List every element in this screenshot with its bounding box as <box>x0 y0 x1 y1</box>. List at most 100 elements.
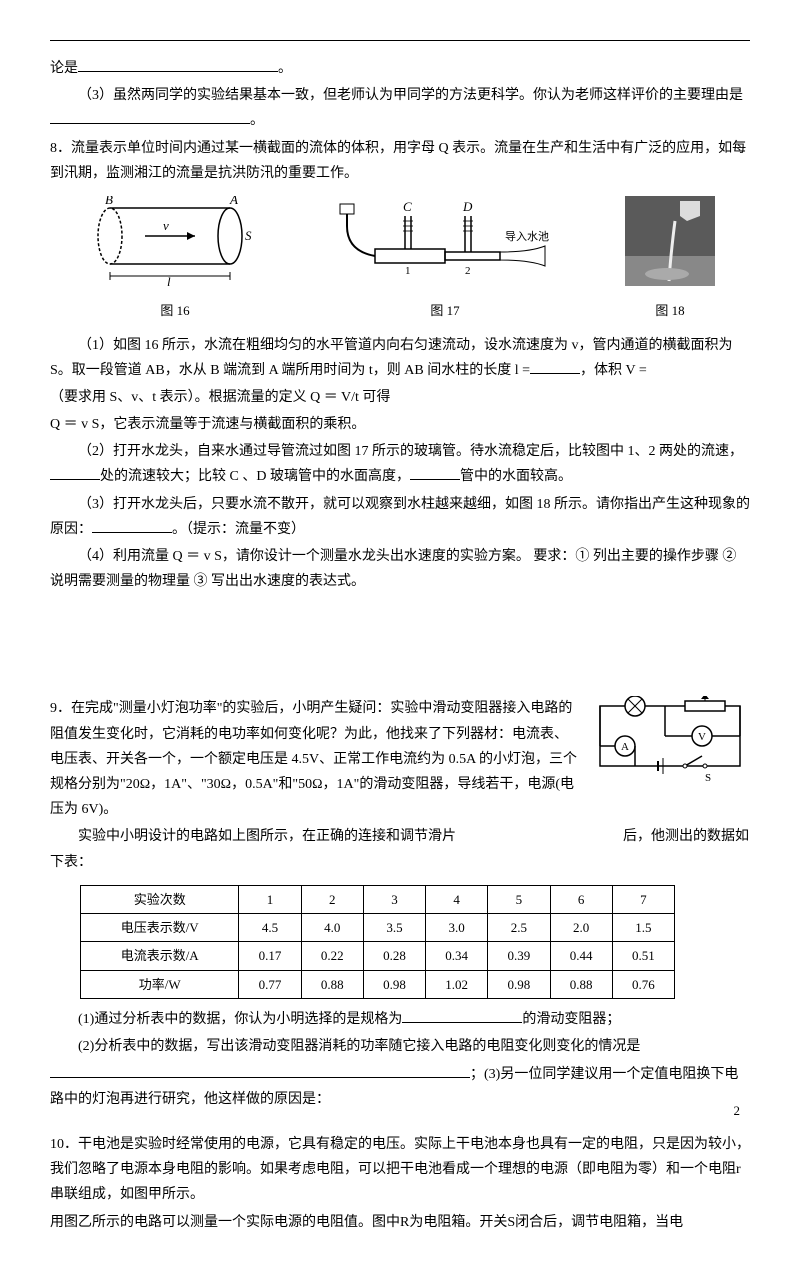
q7-period1: 。 <box>278 61 292 76</box>
ta-5: 0.39 <box>488 942 550 970</box>
cyl-label-l: l <box>167 274 171 286</box>
fig18-caption: 图 18 <box>625 299 715 322</box>
cylinder-diagram: B A S v l <box>85 196 265 286</box>
table-row-v: 电压表示数/V 4.5 4.0 3.5 3.0 2.5 2.0 1.5 <box>81 914 675 942</box>
tp-2: 0.88 <box>301 970 363 998</box>
page-number: 2 <box>734 1099 741 1122</box>
q9-item2-blank-wrap: ；(3)另一位同学建议用一个定值电阻换下电路中的灯泡再进行研究，他这样做的原因是… <box>50 1062 750 1112</box>
q8-blank3 <box>410 466 460 480</box>
q7-blank1 <box>78 58 278 72</box>
q9-blank1 <box>402 1009 522 1023</box>
q8-item2-a: （2）打开水龙头，自来水通过导管流过如图 17 所示的玻璃管。待水流稳定后，比较… <box>78 444 743 459</box>
tp-1: 0.77 <box>239 970 301 998</box>
tube-label-1: 1 <box>405 265 411 277</box>
ta-3: 0.28 <box>363 942 425 970</box>
q9-item2: (2)分析表中的数据，写出该滑动变阻器消耗的功率随它接入电路的电阻变化则变化的情… <box>50 1034 750 1059</box>
q10-para2: 用图乙所示的电路可以测量一个实际电源的电阻值。图中R为电阻箱。开关S闭合后，调节… <box>50 1210 750 1235</box>
circuit-diagram: L V A S <box>590 696 750 786</box>
th-2: 2 <box>301 885 363 913</box>
q8-item3: （3）打开水龙头后，只要水流不散开，就可以观察到水柱越来越细，如图 18 所示。… <box>50 492 750 542</box>
tube-diagram: C D 1 2 导入水池 <box>335 196 555 286</box>
tube-label-D: D <box>462 199 473 214</box>
q8-item1-c: （要求用 S、v、t 表示）。根据流量的定义 Q ＝ V/t 可得 <box>50 390 390 405</box>
tv-6: 2.0 <box>550 914 612 942</box>
circ-L: L <box>632 696 639 699</box>
circ-V: V <box>698 731 706 743</box>
tp-label: 功率/W <box>81 970 239 998</box>
cyl-label-A: A <box>229 196 238 207</box>
tube-label-pool: 导入水池 <box>505 230 549 243</box>
q8-item4: （4）利用流量 Q ＝ v S，请你设计一个测量水龙头出水速度的实验方案。 要求… <box>50 544 750 594</box>
fig18-block: 图 18 <box>625 196 715 323</box>
tp-6: 0.88 <box>550 970 612 998</box>
q8-item2: （2）打开水龙头，自来水通过导管流过如图 17 所示的玻璃管。待水流稳定后，比较… <box>50 439 750 489</box>
page-top-rule <box>50 40 750 41</box>
table-row-p: 功率/W 0.77 0.88 0.98 1.02 0.98 0.88 0.76 <box>81 970 675 998</box>
tube-label-C: C <box>403 199 412 214</box>
q8-item1c-line: （要求用 S、v、t 表示）。根据流量的定义 Q ＝ V/t 可得 <box>50 385 750 410</box>
q9-item1-a: (1)通过分析表中的数据，你认为小明选择的是规格为 <box>78 1012 402 1027</box>
q7-item3: （3）虽然两同学的实验结果基本一致，但老师认为甲同学的方法更科学。你认为老师这样… <box>50 83 750 133</box>
q9-para2: 实验中小明设计的电路如上图所示，在正确的连接和调节滑片 后，他测出的数据如下表： <box>50 824 750 874</box>
circ-S: S <box>705 772 711 784</box>
q9-para2-a: 实验中小明设计的电路如上图所示，在正确的连接和调节滑片 <box>78 829 456 844</box>
cyl-label-B: B <box>105 196 113 207</box>
q9-item1: (1)通过分析表中的数据，你认为小明选择的是规格为 的滑动变阻器； <box>50 1007 750 1032</box>
ta-6: 0.44 <box>550 942 612 970</box>
th-1: 1 <box>239 885 301 913</box>
table-header-row: 实验次数 1 2 3 4 5 6 7 <box>81 885 675 913</box>
q7-line1: 论是 。 <box>50 56 750 81</box>
cyl-label-S: S <box>245 228 252 243</box>
fig17-caption: 图 17 <box>335 299 555 322</box>
th-7: 7 <box>612 885 674 913</box>
ta-4: 0.34 <box>426 942 488 970</box>
ta-label: 电流表示数/A <box>81 942 239 970</box>
tap-photo <box>625 196 715 286</box>
q8-blank1 <box>530 360 580 374</box>
fig17-block: C D 1 2 导入水池 图 17 <box>335 196 555 323</box>
q8-blank2 <box>50 466 100 480</box>
th-4: 4 <box>426 885 488 913</box>
ta-7: 0.51 <box>612 942 674 970</box>
tp-5: 0.98 <box>488 970 550 998</box>
q9-blank2 <box>50 1064 470 1078</box>
tv-1: 4.5 <box>239 914 301 942</box>
tv-7: 1.5 <box>612 914 674 942</box>
fig16-caption: 图 16 <box>85 299 265 322</box>
tv-label: 电压表示数/V <box>81 914 239 942</box>
q8-figures-row: B A S v l 图 16 C <box>50 196 750 323</box>
q8-answer-space <box>50 596 750 696</box>
th-0: 实验次数 <box>81 885 239 913</box>
q9-bottom-space <box>50 1112 750 1132</box>
tv-5: 2.5 <box>488 914 550 942</box>
q7-item3-text: （3）虽然两同学的实验结果基本一致，但老师认为甲同学的方法更科学。你认为老师这样… <box>78 88 743 103</box>
q8-item1d-line: Q ＝ v S，它表示流量等于流速与横截面积的乘积。 <box>50 412 750 437</box>
circuit-wrap: L V A S <box>590 696 750 786</box>
q7-line1-text: 论是 <box>50 61 78 76</box>
q7-blank2 <box>50 110 250 124</box>
q8-intro: 8．流量表示单位时间内通过某一横截面的流体的体积，用字母 Q 表示。流量在生产和… <box>50 136 750 186</box>
tp-3: 0.98 <box>363 970 425 998</box>
q9-item1-b: 的滑动变阻器； <box>522 1012 620 1027</box>
table-row-a: 电流表示数/A 0.17 0.22 0.28 0.34 0.39 0.44 0.… <box>81 942 675 970</box>
tube-label-2: 2 <box>465 265 471 277</box>
q9-block: L V A S 9．在完成"测量小灯泡功率"的实验后，小明产生疑问：实验中滑动变… <box>50 696 750 876</box>
tp-7: 0.76 <box>612 970 674 998</box>
tv-4: 3.0 <box>426 914 488 942</box>
q7-period2: 。 <box>250 113 264 128</box>
cyl-label-v: v <box>163 218 169 233</box>
q8-item2-c: 管中的水面较高。 <box>460 469 572 484</box>
q9-data-table: 实验次数 1 2 3 4 5 6 7 电压表示数/V 4.5 4.0 3.5 3… <box>80 885 675 1000</box>
th-3: 3 <box>363 885 425 913</box>
tp-4: 1.02 <box>426 970 488 998</box>
th-5: 5 <box>488 885 550 913</box>
q10-para1: 10．干电池是实验时经常使用的电源，它具有稳定的电压。实际上干电池本身也具有一定… <box>50 1132 750 1208</box>
q8-item1-b: ，体积 V = <box>580 363 647 378</box>
ta-1: 0.17 <box>239 942 301 970</box>
tv-3: 3.5 <box>363 914 425 942</box>
circ-A: A <box>621 741 629 753</box>
ta-2: 0.22 <box>301 942 363 970</box>
th-6: 6 <box>550 885 612 913</box>
q8-item3-b: 。（提示：流量不变） <box>172 522 305 537</box>
fig16-block: B A S v l 图 16 <box>85 196 265 323</box>
